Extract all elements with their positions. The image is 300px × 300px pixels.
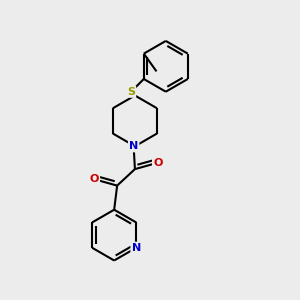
Text: O: O bbox=[90, 174, 99, 184]
Text: S: S bbox=[127, 87, 135, 97]
Text: O: O bbox=[153, 158, 163, 168]
Text: N: N bbox=[129, 141, 138, 151]
Text: N: N bbox=[131, 243, 141, 253]
